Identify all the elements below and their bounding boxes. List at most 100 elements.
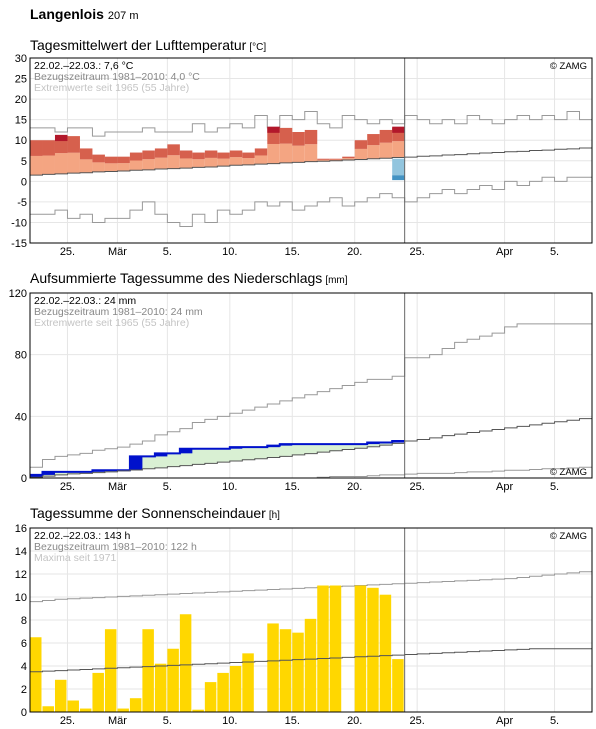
- temperature-bar: [167, 155, 180, 169]
- temperature-bar: [179, 158, 193, 169]
- precipitation-increment: [154, 453, 168, 457]
- temperature-bar-above-normal: [279, 127, 293, 144]
- precipitation-increment: [179, 448, 193, 454]
- sunshine-bar: [142, 629, 154, 712]
- sunshine-max-line: [30, 571, 592, 603]
- temperature-bar-above-normal: [329, 158, 343, 160]
- temperature-bar-above-normal: [117, 156, 130, 164]
- temperature-bar: [279, 143, 293, 163]
- precipitation-ytick-label: 0: [21, 473, 27, 485]
- temperature-bar-above-normal: [154, 148, 168, 158]
- precipitation-ytick-label: 80: [15, 350, 27, 362]
- sunshine-plot-frame: [29, 527, 593, 713]
- temperature-chart-title: Tagesmittelwert der Lufttemperatur [°C]: [30, 37, 266, 53]
- temperature-bar-above-normal: [79, 148, 93, 160]
- sunshine-xtick-label: 10.: [222, 715, 237, 727]
- temperature-bar-above-normal: [379, 129, 393, 143]
- sunshine-xtick-label: 25.: [410, 715, 425, 727]
- sunshine-bar: [167, 648, 179, 712]
- sunshine-ytick-label: 16: [15, 523, 27, 535]
- precipitation-xtick-label: 25.: [60, 481, 75, 493]
- sunshine-bar: [154, 663, 167, 712]
- temperature-bar: [154, 157, 168, 169]
- sunshine-bar: [79, 708, 92, 712]
- sunshine-ytick-label: 6: [21, 638, 27, 650]
- precipitation-xtick-label: 20.: [347, 481, 362, 493]
- temperature-xtick-label: 20.: [347, 246, 362, 258]
- precipitation-increment: [129, 456, 143, 471]
- sunshine-bar: [317, 585, 329, 712]
- temperature-xtick-label: 10.: [222, 246, 237, 258]
- temperature-bar: [379, 142, 393, 159]
- precipitation-xtick-label: 5.: [550, 481, 559, 493]
- temperature-bar-above-normal: [354, 140, 368, 149]
- temperature-bar: [329, 159, 343, 161]
- temperature-ytick-label: 10: [15, 135, 27, 147]
- temperature-bar: [67, 152, 80, 174]
- sunshine-ytick-label: 0: [21, 707, 27, 719]
- station-elevation: 207 m: [107, 10, 139, 22]
- sunshine-bar: [367, 587, 379, 712]
- temperature-bar-below-normal: [392, 158, 405, 176]
- sunshine-bar: [217, 672, 229, 712]
- precipitation-ytick-label: 40: [15, 411, 27, 423]
- temperature-bar-above-normal: [254, 148, 268, 156]
- temperature-unit: [°C]: [249, 42, 267, 53]
- temperature-ytick-label: 20: [15, 94, 27, 106]
- temperature-bar-below-strong: [392, 175, 405, 181]
- precipitation-xtick-label: 10.: [222, 481, 237, 493]
- sunshine-bar: [204, 682, 217, 712]
- temperature-xtick-label: 15.: [285, 246, 300, 258]
- temperature-bar: [254, 155, 268, 165]
- temperature-bar: [54, 153, 68, 174]
- temperature-bar: [354, 148, 368, 160]
- sunshine-bar: [292, 632, 304, 712]
- sunshine-ytick-label: 8: [21, 615, 27, 627]
- temperature-bar: [42, 155, 55, 175]
- temperature-bar-above-normal: [342, 156, 355, 159]
- temperature-ytick-label: -10: [11, 217, 27, 229]
- precipitation-unit: [mm]: [325, 275, 348, 286]
- temperature-bar-above-normal: [317, 158, 330, 160]
- sunshine-xtick-label: Mär: [108, 715, 127, 727]
- temperature-min-line: [30, 176, 592, 228]
- sunshine-bar: [379, 594, 392, 712]
- temperature-bar-above-normal: [42, 140, 55, 156]
- sunshine-bar: [229, 666, 242, 712]
- precipitation-info-line: 22.02.–22.03.: 24 mm: [34, 295, 136, 307]
- temperature-normal-line: [30, 147, 592, 176]
- temperature-ytick-label: 30: [15, 53, 27, 65]
- temperature-info-line: Extremwerte seit 1965 (55 Jahre): [34, 82, 189, 94]
- precipitation-xtick-label: Apr: [496, 481, 513, 493]
- sunshine-info-line: Maxima seit 1971: [34, 552, 116, 564]
- sunshine-bar: [54, 679, 67, 712]
- temperature-bar: [92, 162, 105, 172]
- temperature-bar-record: [267, 126, 280, 133]
- temperature-bar-above-normal: [292, 132, 305, 146]
- temperature-bar: [229, 157, 243, 166]
- temperature-bar: [104, 163, 118, 172]
- temperature-bar-above-normal: [192, 152, 205, 160]
- temperature-bar-above-normal: [367, 134, 380, 146]
- sunshine-ytick-label: 4: [21, 661, 27, 673]
- precipitation-max-line: [30, 323, 592, 468]
- temperature-bar: [317, 159, 330, 162]
- temperature-bar: [142, 159, 155, 170]
- sunshine-info-line: 22.02.–22.03.: 143 h: [34, 530, 130, 542]
- temperature-bar-record: [392, 126, 405, 133]
- temperature-title-text: Tagesmittelwert der Lufttemperatur: [30, 37, 247, 53]
- precipitation-increment: [30, 474, 43, 478]
- precipitation-increment: [42, 471, 55, 475]
- precipitation-plot-frame: [29, 292, 593, 479]
- temperature-bar-above-normal: [92, 154, 105, 163]
- sunshine-bar: [279, 629, 292, 712]
- sunshine-xtick-label: 20.: [347, 715, 362, 727]
- precipitation-cumulative-line: [30, 440, 405, 476]
- temperature-xtick-label: Apr: [496, 246, 513, 258]
- sunshine-ytick-label: 2: [21, 684, 27, 696]
- temperature-bar: [342, 158, 355, 160]
- temperature-bar: [79, 159, 93, 173]
- sunshine-bar: [92, 672, 104, 712]
- precipitation-xtick-label: 5.: [163, 481, 172, 493]
